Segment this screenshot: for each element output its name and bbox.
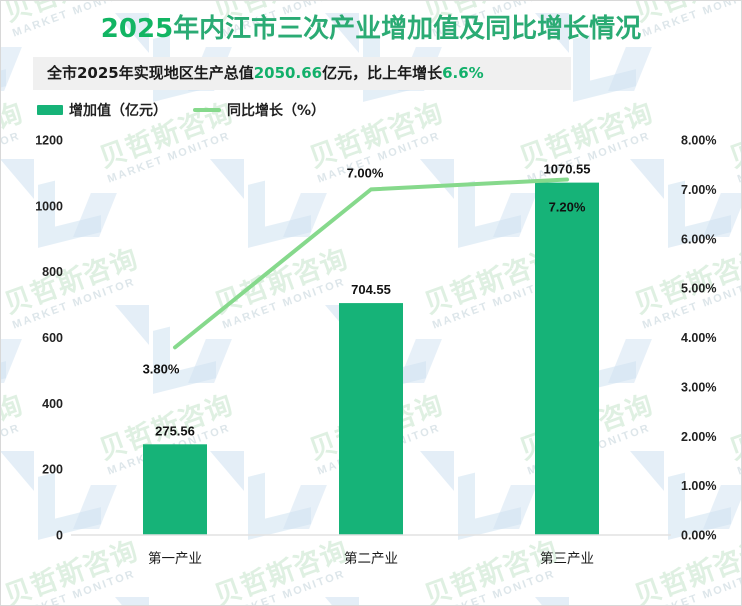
bar-value-label-3: 1070.55 — [544, 162, 591, 177]
bar-value-labels: 275.56 704.55 1070.55 — [155, 162, 590, 439]
chart-legend: 增加值（亿元） 同比增长（%） — [37, 100, 741, 120]
category-label-3: 第三产业 — [540, 550, 594, 567]
left-axis-ticks: 0 200 400 600 800 1000 1200 — [35, 134, 63, 543]
chart-canvas: 0 200 400 600 800 1000 1200 0.00% 1.00% 2.00% 3.0… — [35, 134, 716, 568]
page-title: 2025年内江市三次产业增加值及同比增长情况 — [1, 1, 741, 45]
legend-bar-swatch-icon — [37, 105, 63, 116]
subtitle-part1: 全市2025年实现地区生产总值 — [47, 63, 254, 82]
right-axis-tick-label: 2.00% — [681, 430, 716, 444]
growth-line — [173, 177, 569, 350]
left-axis-tick-label: 200 — [42, 463, 63, 477]
chart-header: 2025年内江市三次产业增加值及同比增长情况 全市2025年实现地区生产总值20… — [1, 1, 741, 120]
subtitle-gdp-value: 2050.66 — [253, 63, 323, 82]
watermark-triangle-icon — [115, 597, 149, 605]
bar-series — [143, 183, 599, 536]
bar-1 — [143, 444, 207, 536]
bar-value-label-2: 704.55 — [351, 282, 391, 297]
line-value-label-2: 7.00% — [347, 166, 384, 181]
right-axis-tick-label: 0.00% — [681, 529, 716, 543]
subtitle-part2: 亿元，比上年增长 — [322, 63, 443, 82]
category-labels: 第一产业 第二产业 第三产业 — [148, 550, 594, 567]
right-axis-tick-label: 6.00% — [681, 233, 716, 247]
bar-2 — [339, 303, 403, 536]
legend-item-bar[interactable]: 增加值（亿元） — [37, 100, 167, 120]
left-axis-tick-label: 1200 — [35, 134, 63, 148]
left-axis-tick-label: 600 — [42, 331, 63, 345]
title-rest: 年内江市三次产业增加值及同比增长情况 — [173, 14, 642, 44]
category-label-2: 第二产业 — [344, 550, 398, 567]
subtitle-banner: 全市2025年实现地区生产总值2050.66亿元，比上年增长6.6% — [33, 56, 571, 91]
watermark-triangle-icon — [325, 597, 359, 605]
right-axis-tick-label: 3.00% — [681, 381, 716, 395]
right-axis-tick-label: 5.00% — [681, 282, 716, 296]
line-value-label-3: 7.20% — [549, 200, 586, 215]
left-axis-tick-label: 800 — [42, 266, 63, 280]
line-value-label-1: 3.80% — [143, 362, 180, 377]
left-axis-tick-label: 0 — [56, 529, 63, 543]
right-axis-tick-label: 7.00% — [681, 183, 716, 197]
subtitle-growth-value: 6.6% — [442, 63, 484, 82]
legend-item-line[interactable]: 同比增长（%） — [193, 100, 325, 120]
legend-label-bar: 增加值（亿元） — [69, 103, 167, 120]
line-value-labels: 3.80% 7.00% 7.20% — [143, 166, 586, 377]
left-axis-tick-label: 400 — [42, 397, 63, 411]
plot-area: 0 200 400 600 800 1000 1200 0.00% 1.00% 2.00% 3.0… — [1, 126, 741, 581]
left-axis-tick-label: 1000 — [35, 200, 63, 214]
bar-3 — [535, 183, 599, 536]
watermark-triangle-icon — [535, 597, 569, 605]
legend-line-swatch-icon — [193, 108, 221, 113]
right-axis-tick-label: 1.00% — [681, 480, 716, 494]
bar-value-label-1: 275.56 — [155, 424, 195, 439]
title-highlight: 2025 — [100, 14, 174, 44]
right-axis-ticks: 0.00% 1.00% 2.00% 3.00% 4.00% 5.00% 6.00% 7.00%… — [681, 134, 716, 543]
line-series — [173, 177, 569, 350]
category-label-1: 第一产业 — [148, 550, 202, 567]
right-axis-tick-label: 8.00% — [681, 134, 716, 148]
legend-label-line: 同比增长（%） — [227, 103, 326, 120]
right-axis-tick-label: 4.00% — [681, 331, 716, 345]
